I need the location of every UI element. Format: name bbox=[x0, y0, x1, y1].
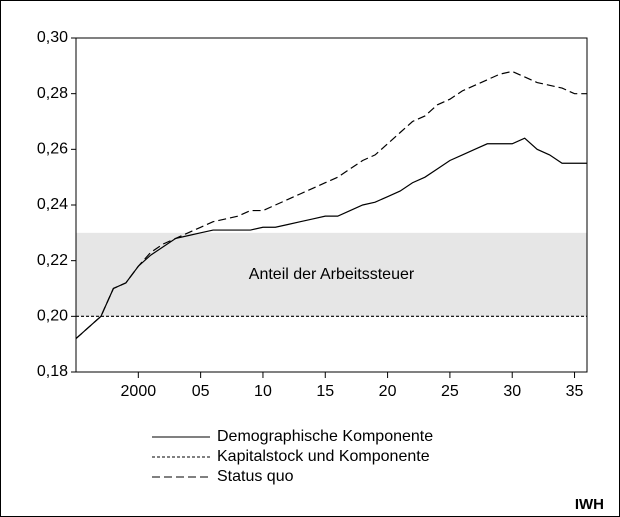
y-tick-label: 0,20 bbox=[37, 308, 68, 325]
y-tick-label: 0,28 bbox=[37, 85, 68, 102]
source: IWH bbox=[575, 496, 604, 513]
x-tick-label: 2000 bbox=[121, 383, 157, 400]
y-tick-label: 0,26 bbox=[37, 141, 68, 158]
y-tick-label: 0,18 bbox=[37, 363, 68, 380]
x-tick-label: 30 bbox=[503, 383, 521, 400]
y-tick-label: 0,24 bbox=[37, 196, 68, 213]
x-tick-label: 10 bbox=[254, 383, 272, 400]
series-line bbox=[75, 70, 587, 340]
band bbox=[76, 232, 587, 317]
y-tick-label: 0,30 bbox=[37, 29, 68, 46]
x-tick-label: 35 bbox=[566, 383, 584, 400]
plot-frame bbox=[75, 37, 588, 373]
legend-label: Status quo bbox=[217, 468, 294, 485]
y-tick-label: 0,22 bbox=[37, 252, 68, 269]
legend-label: Demographische Komponente bbox=[217, 428, 433, 445]
x-tick-label: 15 bbox=[316, 383, 334, 400]
legend-label: Kapitalstock und Komponente bbox=[217, 448, 430, 465]
series-line bbox=[75, 137, 587, 340]
band-label: Anteil der Arbeitssteuer bbox=[249, 266, 415, 283]
x-tick-label: 05 bbox=[192, 383, 210, 400]
x-tick-label: 25 bbox=[441, 383, 459, 400]
x-tick-label: 20 bbox=[379, 383, 397, 400]
